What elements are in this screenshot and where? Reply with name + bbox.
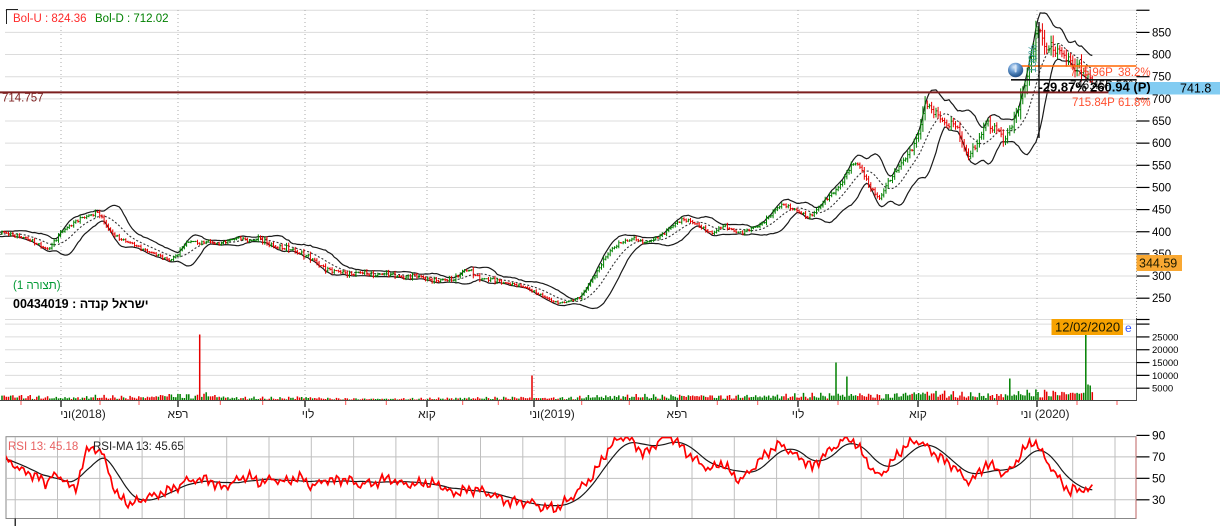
svg-text:Bol-D : 712.02: Bol-D : 712.02 [95,13,169,25]
svg-text:550: 550 [1152,160,1171,172]
svg-text:20000: 20000 [1152,345,1178,356]
svg-text:61.8%: 61.8% [1118,97,1151,109]
svg-text:714.757: 714.757 [2,93,44,105]
svg-text:00434019 : הדנק לארשי: 00434019 : הדנק לארשי [13,297,149,311]
svg-text:250: 250 [1152,293,1171,305]
svg-text:12/02/2020: 12/02/2020 [1055,320,1120,335]
svg-text:אוק: אוק [909,407,927,421]
svg-text:850: 850 [1152,27,1171,39]
svg-text:600: 600 [1152,138,1171,150]
svg-text:-29.87%: -29.87% [1039,80,1088,95]
svg-text:25000: 25000 [1152,332,1178,343]
svg-text:500: 500 [1152,182,1171,194]
svg-text:אפר: אפר [667,407,688,421]
svg-text:750: 750 [1152,72,1171,84]
svg-text:300: 300 [1152,271,1171,283]
svg-text:400: 400 [1152,227,1171,239]
svg-text:5000: 5000 [1152,384,1173,395]
svg-text:RSI 13: 45.18: RSI 13: 45.18 [8,441,78,453]
svg-text:700: 700 [1152,94,1171,106]
svg-text:‎ינו(2018): ‎ינו(2018) [60,407,106,421]
svg-text:800: 800 [1152,50,1171,62]
svg-text:15000: 15000 [1152,358,1178,369]
svg-text:(1 הרוצת): (1 הרוצת) [13,280,61,292]
svg-text:50: 50 [1152,471,1166,485]
svg-text:450: 450 [1152,205,1171,217]
svg-text:e: e [1125,321,1132,335]
svg-text:775.96P: 775.96P [1070,67,1113,79]
svg-text:715.84P: 715.84P [1072,97,1115,109]
svg-text:30: 30 [1152,493,1166,507]
svg-text:‎ינו(2019): ‎ינו(2019) [529,407,575,421]
svg-text:אפר: אפר [168,407,189,421]
svg-text:אוק: אוק [418,407,436,421]
svg-text:יול: יול [792,407,805,421]
svg-text:344.59: 344.59 [1139,257,1177,271]
svg-text:90: 90 [1152,428,1166,442]
svg-text:10000: 10000 [1152,371,1178,382]
svg-text:100%: 100% [1027,45,1039,73]
svg-text:38.2%: 38.2% [1118,67,1151,79]
svg-text:741.8: 741.8 [1180,82,1211,96]
svg-text:650: 650 [1152,116,1171,128]
svg-text:‎ינו (2020): ‎ינו (2020) [1021,407,1070,421]
svg-text:70: 70 [1152,450,1166,464]
svg-text:Bol-U : 824.36: Bol-U : 824.36 [13,13,87,25]
svg-text:260.94 (P): 260.94 (P) [1090,80,1151,95]
svg-text:RSI-MA 13: 45.65: RSI-MA 13: 45.65 [93,441,184,453]
svg-text:יול: יול [302,407,315,421]
